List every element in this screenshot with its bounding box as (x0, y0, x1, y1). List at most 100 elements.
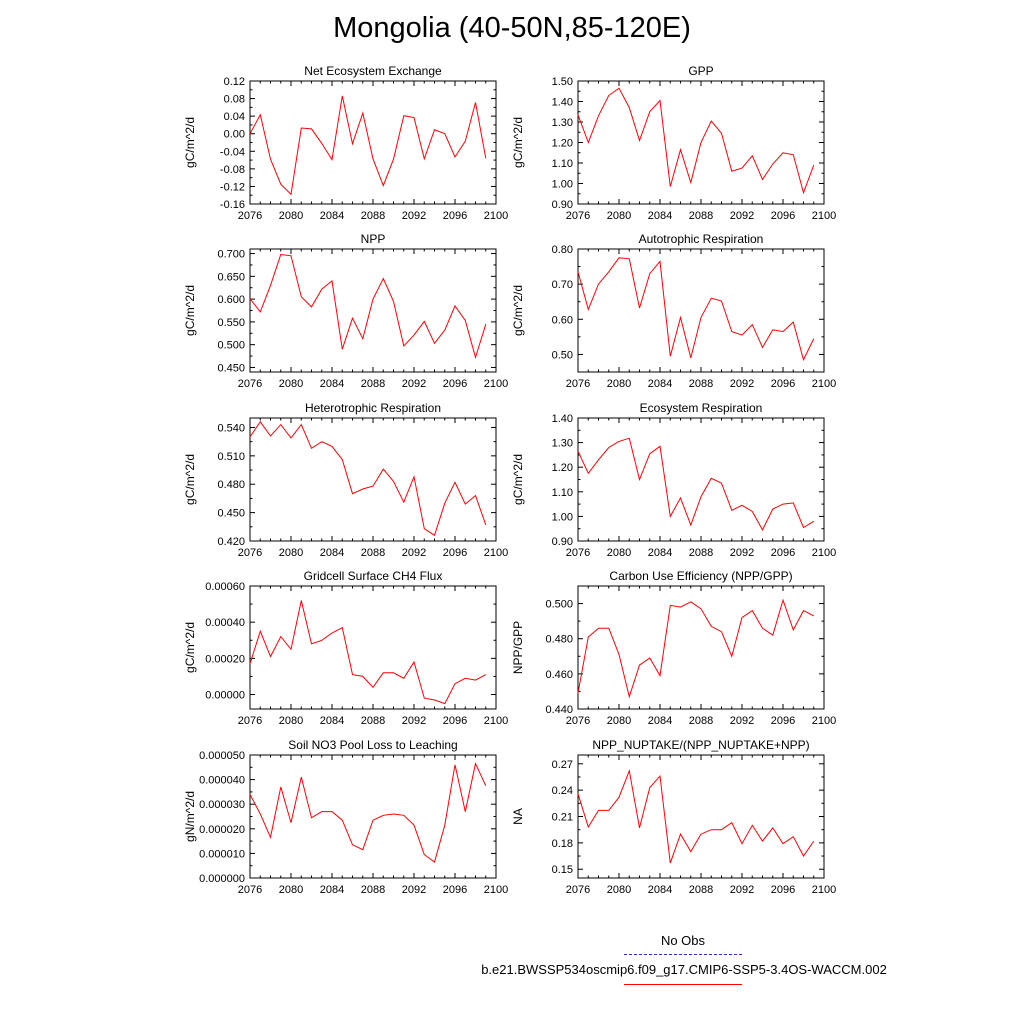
y-tick-label: 0.08 (224, 94, 245, 106)
x-tick-label: 2100 (484, 547, 508, 559)
y-axis-label: gC/m^2/d (511, 117, 525, 168)
x-tick-label: 2076 (238, 547, 262, 559)
x-tick-label: 2096 (771, 378, 795, 390)
x-tick-label: 2100 (812, 378, 836, 390)
y-tick-label: 0.70 (552, 279, 573, 291)
x-tick-label: 2084 (648, 210, 672, 222)
x-tick-label: 2100 (812, 884, 836, 896)
y-tick-label: 0.450 (217, 362, 245, 374)
y-tick-label: 1.00 (552, 179, 573, 191)
x-tick-label: 2100 (812, 547, 836, 559)
plot-frame (577, 248, 825, 373)
x-tick-label: 2096 (771, 547, 795, 559)
y-tick-label: 1.40 (552, 413, 573, 425)
x-tick-label: 2092 (730, 715, 754, 727)
x-tick-label: 2096 (443, 715, 467, 727)
x-tick-label: 2100 (484, 884, 508, 896)
y-tick-label: 0.15 (552, 864, 573, 876)
series-line (577, 87, 815, 195)
plot-frame (249, 80, 497, 205)
x-tick-label: 2084 (320, 547, 344, 559)
y-axis-label: gC/m^2/d (183, 454, 197, 505)
x-tick-label: 2096 (443, 210, 467, 222)
y-tick-label: 0.600 (217, 294, 245, 306)
x-tick-label: 2076 (566, 210, 590, 222)
plot-frame (249, 248, 497, 373)
legend-model-line (624, 984, 742, 985)
y-tick-label: 0.21 (552, 812, 573, 824)
y-tick-label: 0.00040 (205, 617, 245, 629)
legend-obs-label: No Obs (660, 933, 706, 948)
y-tick-label: 0.00 (224, 129, 245, 141)
panel-title: NPP_NUPTAKE/(NPP_NUPTAKE+NPP) (592, 738, 809, 752)
x-tick-label: 2076 (238, 715, 262, 727)
x-tick-label: 2080 (607, 210, 631, 222)
chart-panel: Autotrophic Respiration gC/m^2/d 2076 2080 2… (511, 232, 836, 390)
y-tick-label: 0.000000 (199, 873, 245, 885)
x-tick-label: 2088 (361, 210, 385, 222)
y-tick-label: 0.480 (217, 479, 245, 491)
x-tick-label: 2088 (689, 210, 713, 222)
x-tick-label: 2088 (361, 547, 385, 559)
y-tick-label: 0.50 (552, 349, 573, 361)
series-line (249, 253, 487, 360)
series-line (249, 95, 487, 196)
panel-title: Heterotrophic Respiration (305, 401, 441, 415)
x-tick-label: 2088 (361, 715, 385, 727)
chart-panel: NPP gC/m^2/d 2076 2080 2084 2088 2092 2096 2100 0… (183, 232, 508, 390)
y-tick-label: 0.550 (217, 317, 245, 329)
y-axis-label: gC/m^2/d (183, 117, 197, 168)
plot-frame (249, 417, 497, 542)
panel-title: NPP (361, 232, 386, 246)
y-tick-label: 0.440 (545, 704, 573, 716)
chart-panel: NPP_NUPTAKE/(NPP_NUPTAKE+NPP) NA 2076 2080 2… (511, 738, 836, 896)
y-tick-label: 0.90 (552, 536, 573, 548)
x-tick-label: 2096 (443, 378, 467, 390)
y-tick-label: -0.08 (220, 164, 245, 176)
x-tick-label: 2084 (648, 715, 672, 727)
legend-obs-line (624, 954, 742, 955)
plot-frame (577, 417, 825, 542)
y-axis-label: gN/m^2/d (183, 791, 197, 842)
y-tick-label: 0.000040 (199, 775, 245, 787)
x-tick-label: 2080 (607, 378, 631, 390)
y-tick-label: 1.50 (552, 76, 573, 88)
y-tick-label: -0.12 (220, 181, 245, 193)
series-line (577, 768, 815, 864)
y-tick-label: 0.450 (217, 508, 245, 520)
x-tick-label: 2092 (730, 884, 754, 896)
x-tick-label: 2100 (484, 378, 508, 390)
x-tick-label: 2084 (648, 547, 672, 559)
y-axis-label: gC/m^2/d (183, 622, 197, 673)
x-tick-label: 2092 (402, 378, 426, 390)
chart-panel: Net Ecosystem Exchange gC/m^2/d 2076 2080 20… (183, 64, 508, 222)
x-tick-label: 2092 (402, 884, 426, 896)
series-line (249, 420, 487, 537)
y-tick-label: 1.30 (552, 117, 573, 129)
y-tick-label: 0.000030 (199, 799, 245, 811)
y-tick-label: 0.27 (552, 759, 573, 771)
x-tick-label: 2092 (402, 210, 426, 222)
x-tick-label: 2096 (771, 210, 795, 222)
y-tick-label: -0.16 (220, 199, 245, 211)
y-axis-label: NA (511, 808, 525, 825)
chart-panel: Gridcell Surface CH4 Flux gC/m^2/d 2076 208… (183, 569, 508, 727)
figure-title: Mongolia (40-50N,85-120E) (333, 12, 691, 44)
plot-frame (577, 754, 825, 879)
x-tick-label: 2076 (566, 547, 590, 559)
chart-panel: GPP gC/m^2/d 2076 2080 2084 2088 2092 2096 2100 0… (511, 64, 836, 222)
y-tick-label: 0.500 (217, 340, 245, 352)
x-tick-label: 2076 (566, 884, 590, 896)
y-tick-label: 0.18 (552, 838, 573, 850)
plot-frame (249, 585, 497, 710)
y-tick-label: 1.10 (552, 158, 573, 170)
x-tick-label: 2092 (730, 547, 754, 559)
x-tick-label: 2080 (279, 715, 303, 727)
y-axis-label: gC/m^2/d (183, 285, 197, 336)
x-tick-label: 2092 (730, 210, 754, 222)
x-tick-label: 2084 (320, 715, 344, 727)
x-tick-label: 2096 (771, 884, 795, 896)
x-tick-label: 2084 (320, 210, 344, 222)
x-tick-label: 2100 (484, 210, 508, 222)
